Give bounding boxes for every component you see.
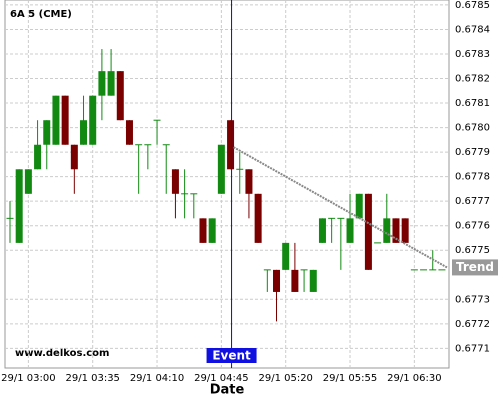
candle-body	[300, 269, 308, 271]
candle-body	[52, 95, 60, 145]
candle-body	[309, 269, 317, 292]
y-tick-label: 0.6784	[455, 24, 490, 35]
candle-body	[438, 269, 446, 271]
candle-body	[144, 144, 152, 146]
candle-body	[318, 218, 326, 243]
y-tick-label: 0.6777	[455, 196, 490, 207]
candle-body	[15, 169, 23, 243]
y-tick-label: 0.6776	[455, 221, 490, 232]
candle-body	[383, 218, 391, 243]
candle-body	[420, 269, 428, 271]
candle-body	[227, 120, 235, 170]
trend-box	[452, 259, 498, 276]
candle-body	[162, 144, 170, 146]
x-tick-label: 29/1 03:35	[65, 373, 119, 384]
candle-body	[43, 120, 51, 145]
candle-body	[116, 71, 124, 121]
x-tick-label: 29/1 03:00	[1, 373, 55, 384]
candle-body	[171, 169, 179, 194]
candle-body	[70, 144, 78, 170]
x-axis-label: Date	[210, 383, 245, 398]
candle-body	[291, 269, 299, 292]
x-tick-label: 29/1 04:10	[130, 373, 184, 384]
candle-body	[410, 269, 418, 271]
candle-body	[80, 120, 88, 145]
candle-body	[135, 144, 143, 146]
candle-body	[107, 71, 115, 96]
y-tick-label: 0.6775	[455, 245, 490, 256]
candle-body	[153, 119, 161, 121]
candle-body	[181, 193, 189, 195]
candle-body	[282, 242, 290, 270]
candle-body	[429, 269, 437, 271]
y-tick-label: 0.6779	[455, 147, 490, 158]
y-tick-label: 0.6780	[455, 123, 490, 134]
x-tick-label: 29/1 05:55	[323, 373, 377, 384]
candle-body	[392, 218, 400, 243]
candle-body	[6, 217, 14, 219]
candle-body	[245, 169, 253, 194]
chart-title: 6A 5 (CME)	[10, 9, 72, 20]
event-box	[206, 348, 257, 363]
candle-body	[273, 269, 281, 292]
plot-area	[4, 0, 450, 369]
x-tick-label: 29/1 06:30	[387, 373, 441, 384]
candle-body	[364, 193, 372, 270]
watermark: www.delkos.com	[15, 348, 109, 359]
candle-body	[208, 218, 216, 243]
candle-body	[190, 193, 198, 195]
x-tick-label: 29/1 05:20	[258, 373, 312, 384]
y-tick-label: 0.6771	[455, 343, 490, 354]
candle-body	[254, 193, 262, 243]
candle-body	[89, 95, 97, 145]
x-tick-label: 29/1 04:45	[194, 373, 248, 384]
candle-body	[61, 95, 69, 145]
candle-body	[355, 193, 363, 219]
candle-body	[125, 120, 133, 145]
trend-label: Trend	[456, 260, 494, 274]
candle-body	[401, 218, 409, 243]
candle-body	[217, 144, 225, 194]
trend-line	[233, 146, 448, 269]
candle-body	[199, 218, 207, 243]
y-tick-label: 0.6773	[455, 294, 490, 305]
candle-body	[236, 168, 244, 170]
candle-body	[98, 71, 106, 96]
y-tick-label: 0.6782	[455, 74, 490, 85]
candle-body	[34, 144, 42, 170]
candle-body	[374, 242, 382, 244]
y-tick-label: 0.6781	[455, 98, 490, 109]
y-tick-label: 0.6778	[455, 172, 490, 183]
candle-body	[346, 218, 354, 243]
candle-body	[24, 169, 32, 194]
event-label: Event	[212, 349, 251, 363]
y-tick-label: 0.6772	[455, 319, 490, 330]
y-tick-label: 0.6785	[455, 0, 490, 11]
candle-body	[263, 269, 271, 271]
candle-body	[337, 217, 345, 219]
candle-body	[328, 217, 336, 219]
y-tick-label: 0.6783	[455, 49, 490, 60]
